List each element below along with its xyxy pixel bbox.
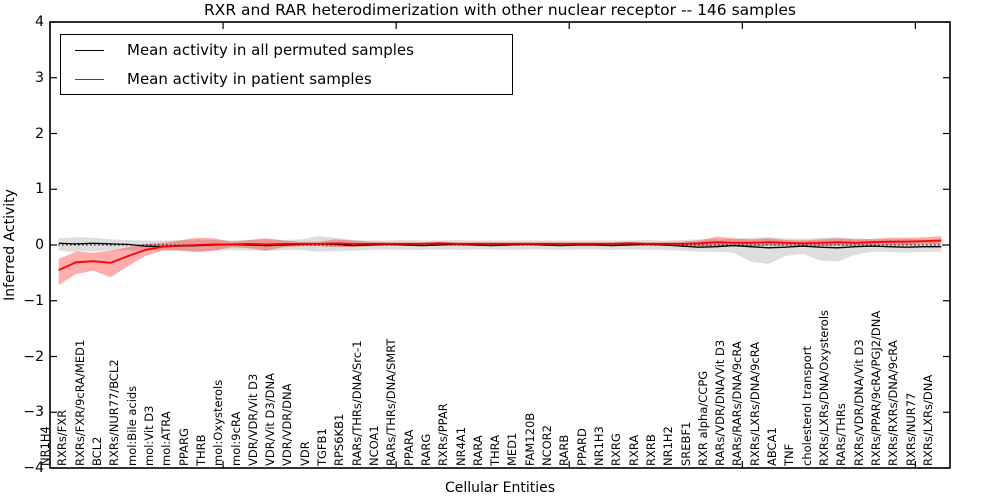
- legend-line-sample-permuted: [75, 49, 104, 51]
- y-tick-label: −2: [23, 348, 44, 365]
- y-tick-label: −1: [23, 292, 44, 309]
- x-tick-label: cholesterol transport: [799, 346, 814, 466]
- x-tick-label: RARs/VDR/DNA/Vit D3: [713, 339, 728, 466]
- x-tick-label: RXRs/NUR77: [903, 392, 918, 466]
- x-tick-label: VDR: [297, 441, 312, 466]
- y-tick-label: 3: [35, 69, 44, 86]
- x-tick-label: RXRs/NUR77/BCL2: [107, 359, 122, 466]
- x-tick-label: RXR alpha/CCPG: [695, 370, 710, 466]
- x-tick-label: mol:Vit D3: [142, 405, 156, 466]
- y-tick-label: −3: [23, 404, 44, 421]
- x-tick-label: mol:9cRA: [228, 411, 243, 466]
- legend-entry-permuted: Mean activity in all permuted samples: [75, 38, 512, 62]
- y-tick-label: 0: [35, 237, 44, 253]
- y-tick-label: −4: [23, 460, 44, 476]
- y-tick-label: 4: [35, 14, 44, 30]
- x-tick-label: TGFB1: [315, 428, 330, 466]
- x-tick-label: PPARA: [401, 429, 416, 466]
- x-tick-label: VDR/VDR/Vit D3: [245, 373, 260, 466]
- legend: Mean activity in all permuted samples Me…: [60, 34, 513, 95]
- x-tick-label: RXRs/RXRs/DNA/9cRA: [886, 340, 901, 466]
- x-tick-label: ABCA1: [765, 427, 780, 466]
- x-tick-label: RARs/THRs/DNA/Src-1: [349, 340, 364, 466]
- x-tick-label: mol:Oxysterols: [211, 379, 226, 466]
- legend-label-permuted: Mean activity in all permuted samples: [127, 41, 414, 59]
- x-tick-label: PPARG: [176, 428, 191, 466]
- y-tick-label: 2: [35, 125, 44, 142]
- x-tick-label: RXRs/FXR: [55, 409, 70, 466]
- legend-label-patient: Mean activity in patient samples: [127, 70, 372, 88]
- x-tick-label: PPARD: [574, 428, 589, 466]
- legend-entry-patient: Mean activity in patient samples: [75, 67, 512, 91]
- x-tick-label: NCOA1: [367, 425, 381, 466]
- x-axis-title: Cellular Entities: [444, 480, 556, 496]
- x-tick-label: RARA: [470, 435, 485, 466]
- x-tick-label: THRB: [193, 434, 208, 466]
- x-tick-label: FAM120B: [522, 412, 537, 466]
- x-tick-label: RXRs/VDR/DNA/Vit D3: [851, 339, 866, 466]
- x-tick-label: BCL2: [90, 436, 105, 466]
- x-tick-label: MED1: [505, 432, 520, 466]
- x-tick-label: NR1H4: [38, 426, 53, 466]
- series-band-patient: [58, 236, 942, 286]
- legend-line-sample-patient: [75, 78, 104, 80]
- x-tick-label: RARs/THRs: [834, 403, 849, 466]
- x-tick-label: NR4A1: [453, 426, 468, 466]
- x-tick-label: VDR/Vit D3/DNA: [263, 373, 278, 466]
- x-tick-label: mol:ATRA: [159, 411, 174, 466]
- y-tick-label: 1: [35, 181, 44, 198]
- x-tick-label: RARB: [557, 434, 572, 466]
- x-tick-label: VDR/VDR/DNA: [280, 383, 295, 467]
- x-tick-label: RXRs/LXRs/DNA/9cRA: [747, 341, 762, 466]
- x-tick-label: RXRs/FXR/9cRA/MED1: [72, 339, 87, 466]
- x-tick-label: NR1H3: [592, 426, 606, 466]
- x-tick-label: TNF: [782, 443, 797, 466]
- x-tick-label: RARs/RARs/DNA/9cRA: [730, 341, 745, 466]
- x-tick-label: THRA: [488, 434, 503, 466]
- x-tick-label: SREBF1: [678, 421, 693, 466]
- x-tick-label: RARG: [418, 433, 433, 466]
- x-tick-label: NCOR2: [540, 425, 555, 466]
- x-tick-label: RXRs/LXRs/DNA/Oxysterols: [817, 309, 831, 466]
- x-tick-label: NR1H2: [661, 426, 676, 466]
- x-tick-label: RXRG: [609, 433, 624, 466]
- x-tick-label: RPS6KB1: [332, 413, 347, 466]
- x-tick-label: RXRs/LXRs/DNA: [920, 374, 935, 466]
- x-tick-label: RXRs/PPAR: [436, 403, 451, 466]
- x-tick-label: RXRB: [643, 434, 658, 466]
- x-tick-label: mol:Bile acids: [124, 385, 139, 466]
- y-axis-title: Inferred Activity: [2, 189, 18, 301]
- chart-title: RXR and RAR heterodimerization with othe…: [203, 1, 797, 19]
- series-line-patient: [58, 239, 942, 271]
- x-tick-label: RXRA: [626, 434, 641, 466]
- x-tick-label: RARs/THRs/DNA/SMRT: [384, 338, 399, 466]
- x-tick-label: RXRs/PPAR/9cRA/PGJ2/DNA: [868, 310, 883, 466]
